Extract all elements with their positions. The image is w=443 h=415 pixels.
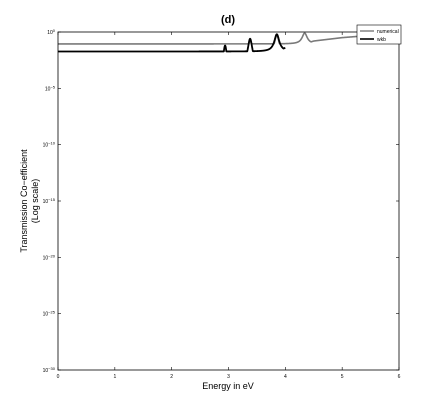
x-tick-label: 4 [284, 374, 287, 380]
series-line-wkb [57, 33, 287, 53]
x-tick-label: 2 [170, 374, 173, 380]
y-tick-label: 10−15 [43, 197, 56, 205]
series-layer [57, 32, 400, 53]
y-tick-label: 10−30 [43, 366, 56, 374]
x-axis-label: Energy in eV [202, 381, 254, 391]
x-tick-label: 3 [227, 374, 230, 380]
y-axis: 100 10−5 10−10 10−15 10−20 10−25 10−30 [43, 28, 399, 374]
x-tick-label: 1 [113, 374, 116, 380]
series-line-numerical [57, 32, 400, 45]
y-axis-label: Transmission Co−efficient (Log scale) [19, 149, 40, 253]
x-tick-label: 6 [398, 374, 401, 380]
x-tick-label: 5 [341, 374, 344, 380]
y-tick-label: 10−10 [43, 141, 56, 149]
legend-label-numerical: numerical [377, 29, 399, 35]
y-tick-label: 10−5 [45, 84, 56, 92]
y-axis-label-line1: Transmission Co−efficient [19, 149, 29, 253]
y-tick-label: 100 [47, 28, 56, 36]
y-tick-label: 10−20 [43, 253, 56, 261]
x-tick-label: 0 [57, 374, 60, 380]
legend-label-wkb: wkb [377, 37, 386, 43]
x-axis: 0 1 2 3 4 5 6 [57, 32, 401, 380]
legend: numerical wkb [356, 24, 402, 45]
y-tick-label: 10−25 [43, 310, 56, 318]
y-axis-label-line2: (Log scale) [30, 179, 40, 224]
chart-title: (d) [221, 14, 235, 26]
